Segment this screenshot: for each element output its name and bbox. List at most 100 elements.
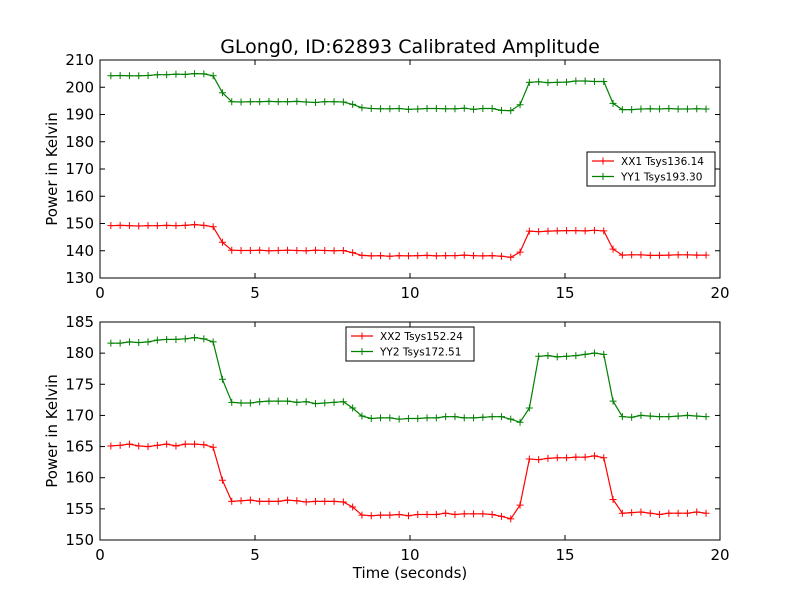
y-tick-label: 175	[65, 375, 94, 393]
y-tick-label: 160	[65, 187, 94, 205]
data-point	[311, 246, 319, 254]
data-point	[432, 105, 440, 113]
data-point	[349, 404, 357, 412]
data-point	[702, 105, 710, 113]
legend-marker	[599, 157, 607, 165]
y-tick-label: 180	[65, 133, 94, 151]
data-point	[618, 413, 626, 421]
legend: XX2 Tsys152.24 YY2 Tsys172.51	[345, 326, 475, 362]
data-point	[144, 72, 152, 80]
data-point	[377, 414, 385, 422]
data-point	[563, 227, 571, 235]
data-point	[256, 398, 264, 406]
data-point	[395, 252, 403, 260]
data-point	[544, 79, 552, 87]
data-point	[302, 98, 310, 106]
data-point	[125, 72, 133, 80]
data-point	[246, 246, 254, 254]
data-point	[488, 105, 496, 113]
data-point	[497, 512, 505, 520]
data-point	[544, 227, 552, 235]
data-point	[600, 227, 608, 235]
data-point	[144, 222, 152, 230]
data-point	[674, 412, 682, 420]
data-point	[600, 454, 608, 462]
data-point	[683, 509, 691, 517]
data-point	[330, 497, 338, 505]
data-point	[125, 440, 133, 448]
data-point	[125, 338, 133, 346]
data-point	[274, 497, 282, 505]
data-point	[358, 104, 366, 112]
data-point	[665, 105, 673, 113]
data-point	[256, 497, 264, 505]
data-point	[237, 497, 245, 505]
y-tick-label: 160	[65, 469, 94, 487]
data-point	[163, 71, 171, 79]
data-point	[646, 105, 654, 113]
data-point	[135, 339, 143, 347]
data-point	[414, 252, 422, 260]
data-point	[525, 227, 533, 235]
x-tick-label: 5	[250, 284, 260, 302]
data-point	[237, 246, 245, 254]
x-tick-label: 10	[400, 284, 419, 302]
data-point	[284, 496, 292, 504]
data-point	[507, 415, 515, 423]
data-point	[200, 221, 208, 229]
data-point	[683, 411, 691, 419]
y-tick-label: 150	[65, 215, 94, 233]
data-point	[683, 251, 691, 259]
data-point	[674, 509, 682, 517]
data-point	[488, 252, 496, 260]
data-point	[535, 456, 543, 464]
legend-marker	[358, 332, 366, 340]
data-point	[693, 251, 701, 259]
data-point	[470, 510, 478, 518]
data-point	[414, 415, 422, 423]
data-point	[302, 247, 310, 255]
data-point	[590, 78, 598, 86]
data-point	[302, 398, 310, 406]
data-point	[470, 252, 478, 260]
data-point	[321, 399, 329, 407]
data-point	[256, 246, 264, 254]
data-point	[497, 413, 505, 421]
data-point	[488, 510, 496, 518]
x-tick-label: 15	[555, 284, 574, 302]
y-tick-label: 155	[65, 500, 94, 518]
data-point	[581, 350, 589, 358]
data-point	[637, 411, 645, 419]
data-point	[125, 222, 133, 230]
data-point	[525, 78, 533, 86]
data-point	[702, 509, 710, 517]
data-point	[107, 72, 115, 80]
data-point	[181, 335, 189, 343]
data-point	[414, 105, 422, 113]
data-point	[163, 221, 171, 229]
data-point	[656, 251, 664, 259]
data-point	[274, 98, 282, 106]
data-point	[553, 78, 561, 86]
data-point	[535, 228, 543, 236]
data-point	[218, 476, 226, 484]
data-point	[628, 106, 636, 114]
data-point	[163, 335, 171, 343]
data-point	[507, 515, 515, 523]
data-point	[116, 221, 124, 229]
x-tick-label: 15	[555, 546, 574, 564]
data-point	[451, 510, 459, 518]
y-tick-label: 200	[65, 78, 94, 96]
data-point	[451, 252, 459, 260]
data-point	[665, 251, 673, 259]
data-point	[302, 498, 310, 506]
data-point	[618, 509, 626, 517]
data-point	[172, 335, 180, 343]
data-point	[293, 398, 301, 406]
data-point	[423, 251, 431, 259]
data-point	[609, 99, 617, 107]
data-point	[135, 442, 143, 450]
data-point	[116, 441, 124, 449]
data-point	[395, 415, 403, 423]
y-tick-label: 165	[65, 438, 94, 456]
